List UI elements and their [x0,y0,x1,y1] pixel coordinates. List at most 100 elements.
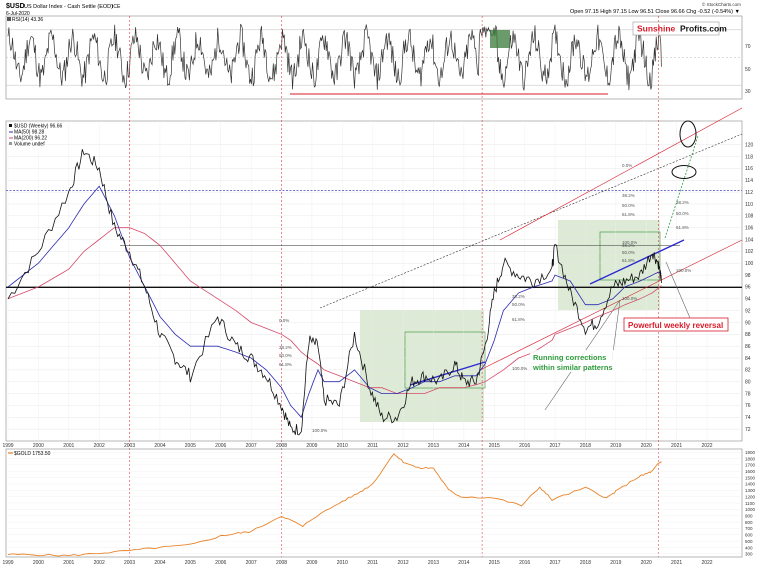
corrections-line1: Running corrections [533,353,606,362]
brand-part2: Profits.com [680,24,727,34]
year-label-top: 2020 [641,443,652,449]
price-tick-label: 96 [745,285,751,291]
gold-tick-label: 600 [745,533,753,538]
year-label-top: 2014 [458,443,469,449]
year-label-bottom: 2021 [671,560,682,566]
price-tick-label: 80 [745,380,751,386]
gold-tick-label: 400 [745,545,753,550]
year-label-bottom: 2001 [63,560,74,566]
fib-recent-38: 38.2% [676,200,689,205]
gold-line [7,452,662,557]
fib-2020-50: 50.0% [622,203,635,208]
header-copyright: © StockCharts.com [702,1,741,7]
year-label-bottom: 2008 [276,560,287,566]
price-tick-label: 120 [745,143,754,149]
gold-tick-label: 1300 [745,488,756,493]
price-tick-label: 106 [745,225,754,231]
gold-panel: $GOLD 1753.50 30040050060070080090010001… [5,448,756,558]
fib-2017-50: 50.0% [622,250,635,255]
gold-tick-label: 1500 [745,475,756,480]
year-label-bottom: 2022 [701,560,712,566]
target-ellipse-upper [679,120,697,148]
fib-2014-38: 38.2% [512,294,525,299]
gold-tick-label: 1800 [745,456,756,461]
price-tick-label: 94 [745,297,751,303]
ma50-line [7,185,662,419]
year-label-bottom: 2018 [580,560,591,566]
year-label-top: 2003 [124,443,135,449]
trend-channel-top [319,133,743,309]
pattern-box-2011 [360,310,484,422]
x-axis-bottom: 1999 2000 2001 2002 2003 2004 2005 2006 2007 2008… [2,560,712,566]
reversal-box [623,317,729,332]
header-date: 6-Jul-2020 [6,11,30,17]
price-tick-label: 112 [745,190,753,196]
year-label-top: 2004 [154,443,165,449]
year-label-top: 2022 [701,443,712,449]
fib-2008-50: 50.0% [279,353,292,358]
target-ellipse-lower [671,165,697,179]
corrections-box [530,350,642,372]
year-label-bottom: 2007 [246,560,257,566]
blue-trendline-2012 [409,361,486,386]
brand-logo-box [632,21,720,36]
rsi-tick-30: 30 [745,89,751,95]
year-label-bottom: 2012 [398,560,409,566]
price-tick-label: 72 [745,427,751,433]
year-label-bottom: 2010 [337,560,348,566]
year-label-bottom: 2003 [124,560,135,566]
year-label-bottom: 2017 [549,560,560,566]
trend-channel-top-red [499,107,743,241]
legend-price: $USD (Weekly) 96.66 [14,124,62,130]
year-label-top: 2016 [519,443,530,449]
year-label-top: 2019 [610,443,621,449]
price-tick-label: 76 [745,403,751,409]
year-label-top: 2009 [306,443,317,449]
x-axis-top: 1999 2000 2001 2002 2003 2004 2005 2006 2007 2008… [2,443,712,449]
year-label-top: 2006 [215,443,226,449]
price-panel: $USD (Weekly) 96.66 MA(50) 98.28 MA(200)… [5,16,754,557]
year-label-bottom: 1999 [2,560,13,566]
legend: $USD (Weekly) 96.66 MA(50) 98.28 MA(200)… [9,124,62,148]
rsi-panel: RSI(14) 43.36 70 50 30 Sunshine Profits.… [5,15,751,100]
year-label-top: 2012 [398,443,409,449]
price-tick-label: 82 [745,368,751,374]
gold-tick-label: 1000 [745,507,756,512]
price-line [7,149,662,436]
pattern-inner-box-2019 [599,231,661,281]
year-label-top: 2013 [428,443,439,449]
gold-tick-label: 1100 [745,501,755,506]
callout-line-3 [665,261,691,319]
year-label-bottom: 2004 [154,560,165,566]
trend-channel-bottom-red [479,239,743,371]
header-exchange: ICE [112,4,121,10]
gold-label: $GOLD 1753.50 [14,451,51,457]
fib-2014-100: 100.0% [512,366,527,371]
fib-2014-61: 61.8% [512,317,525,322]
fib-2017-61: 61.8% [622,258,635,263]
fib-recent-61: 61.8% [676,225,689,230]
price-tick-label: 100 [745,261,754,267]
fib-2017-100: 100.0% [622,296,637,301]
gold-tick-label: 900 [745,514,753,519]
price-tick-label: 78 [745,391,751,397]
fib-2008-38: 38.2% [279,345,292,350]
price-tick-label: 114 [745,178,753,184]
price-tick-label: 104 [745,237,754,243]
year-label-top: 2002 [94,443,105,449]
year-label-bottom: 2013 [428,560,439,566]
price-tick-label: 90 [745,320,751,326]
year-label-bottom: 2015 [489,560,500,566]
fib-2008-100: 100.0% [312,428,327,433]
price-tick-label: 86 [745,344,751,350]
year-label-top: 2021 [671,443,682,449]
fib-2014-50: 50.0% [512,302,525,307]
corrections-line2: within similar patterns [532,363,613,372]
price-tick-label: 116 [745,166,753,172]
fib-2020-0: 0.0% [622,163,632,168]
year-label-bottom: 2016 [519,560,530,566]
year-label-bottom: 2005 [185,560,196,566]
legend-ma200: MA(200) 96.22 [14,136,47,142]
